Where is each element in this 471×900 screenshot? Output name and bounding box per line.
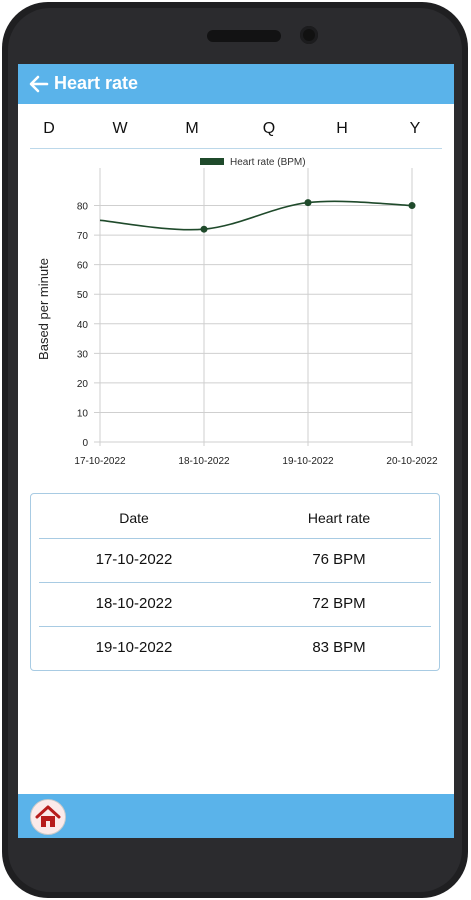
data-point xyxy=(200,225,208,233)
y-tick-label: 40 xyxy=(77,320,89,331)
tab-half-year[interactable]: H xyxy=(336,120,348,137)
period-tabs: D W M Q H Y xyxy=(30,118,442,149)
page-title: Heart rate xyxy=(54,73,139,93)
x-tick-label: 17-10-2022 xyxy=(74,456,126,467)
x-tick-label: 20-10-2022 xyxy=(386,456,438,467)
column-header-date: Date xyxy=(119,510,149,526)
tab-week[interactable]: W xyxy=(112,120,128,137)
data-point xyxy=(304,199,312,207)
y-tick-label: 20 xyxy=(77,379,89,390)
arrow-left-icon xyxy=(29,75,49,93)
y-tick-label: 80 xyxy=(77,202,89,213)
table-row: 19-10-2022 83 BPM xyxy=(39,626,431,670)
home-icon xyxy=(35,805,61,827)
cell-heart-rate: 83 BPM xyxy=(312,639,366,656)
heart-rate-chart: 0 10 20 30 40 50 60 70 80 17-10-2022 18-10-2022 19-… xyxy=(36,157,438,467)
y-tick-label: 30 xyxy=(77,349,89,360)
tab-quarter[interactable]: Q xyxy=(262,120,276,137)
heart-rate-table: Date Heart rate 17-10-2022 76 BPM 18-10-… xyxy=(30,493,440,671)
y-tick-label: 10 xyxy=(77,408,89,419)
legend-swatch xyxy=(200,158,224,165)
y-tick-label: 60 xyxy=(77,261,89,272)
series-line xyxy=(99,200,413,231)
app-screen: Heart rate D W M Q H Y 0 10 20 30 40 50 60 70 80… xyxy=(18,64,454,838)
front-camera xyxy=(300,26,318,44)
x-tick-label: 19-10-2022 xyxy=(282,456,334,467)
tab-year[interactable]: Y xyxy=(409,120,421,137)
table-header-row: Date Heart rate xyxy=(39,494,431,539)
x-tick-label: 18-10-2022 xyxy=(178,456,230,467)
table-row: 17-10-2022 76 BPM xyxy=(39,538,431,583)
cell-date: 17-10-2022 xyxy=(95,551,173,568)
tab-day[interactable]: D xyxy=(43,120,55,137)
home-button[interactable] xyxy=(30,799,66,835)
y-axis-label: Based per minute xyxy=(36,258,51,360)
cell-heart-rate: 76 BPM xyxy=(312,551,366,568)
cell-date: 18-10-2022 xyxy=(95,595,173,612)
cell-date: 19-10-2022 xyxy=(95,639,173,656)
legend-label: Heart rate (BPM) xyxy=(230,157,306,168)
tab-month[interactable]: M xyxy=(185,120,199,137)
table-row: 18-10-2022 72 BPM xyxy=(39,582,431,627)
bottom-nav-bar xyxy=(18,794,454,838)
y-tick-label: 70 xyxy=(77,231,89,242)
top-app-bar: Heart rate xyxy=(18,64,454,104)
y-tick-label: 50 xyxy=(77,290,89,301)
column-header-heart-rate: Heart rate xyxy=(307,510,371,526)
y-tick-label: 0 xyxy=(82,438,88,449)
cell-heart-rate: 72 BPM xyxy=(312,595,366,612)
back-button[interactable] xyxy=(28,72,50,96)
data-point xyxy=(408,202,416,210)
speaker-grille xyxy=(207,30,281,42)
